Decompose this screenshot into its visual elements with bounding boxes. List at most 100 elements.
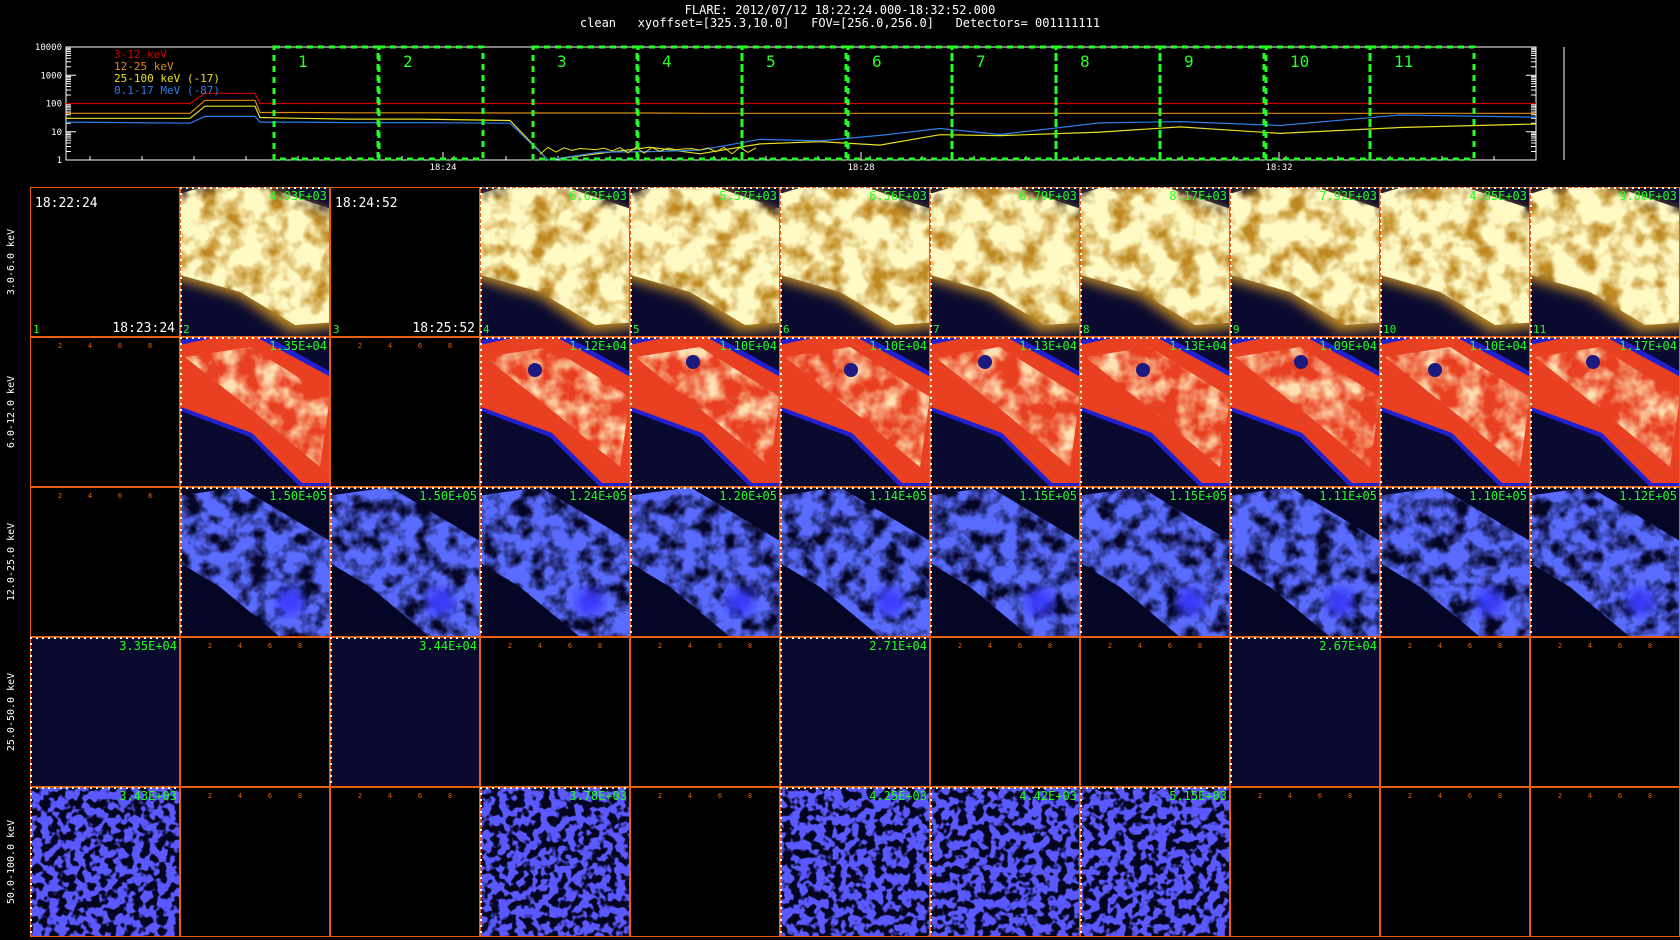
source-hole (528, 363, 542, 377)
cell-frame (780, 787, 930, 937)
source-region (930, 187, 1080, 325)
x-tick-label: 18:24 (429, 163, 456, 173)
cell-frame (630, 487, 780, 637)
peak-value-label: 3.44E+04 (419, 639, 477, 653)
cell-frame (930, 187, 1080, 337)
peak-value-label: 1.09E+04 (1319, 339, 1377, 353)
peak-value-label: 5.57E+03 (719, 189, 777, 203)
source-region (1080, 187, 1230, 325)
source-core (1535, 347, 1680, 467)
source-core (1326, 588, 1354, 616)
time-interval-label: 3 (557, 52, 567, 71)
image-speckle (30, 787, 180, 937)
source-core (876, 588, 904, 616)
time-interval-label: 8 (1080, 52, 1090, 71)
cell-frame (630, 637, 780, 787)
cell-image (780, 187, 930, 337)
cell-image (1230, 187, 1380, 337)
peak-value-label: 1.17E+04 (1619, 339, 1677, 353)
image-cell: 4.25E+03 (780, 787, 930, 937)
axis-tick-label: 6 (1468, 792, 1472, 800)
axis-tick-label: 2 (1408, 792, 1412, 800)
image-cell: 2 4 6 8 (1080, 637, 1230, 787)
peak-value-label: 1.15E+05 (1019, 489, 1077, 503)
peak-value-label: 4.42E+03 (1019, 789, 1077, 803)
cell-image (1080, 487, 1230, 637)
cell-background (930, 637, 1080, 787)
axis-tick-label: 8 (1348, 792, 1352, 800)
legend-entry: 25-100 keV (-17) (114, 72, 220, 85)
cell-background (1380, 637, 1530, 787)
cell-image (180, 487, 330, 637)
cell-frame (1080, 337, 1230, 487)
interval-start-time: 18:22:24 (35, 196, 98, 211)
axis-tick-label: 8 (148, 492, 152, 500)
axis-tick-label: 4 (238, 642, 242, 650)
axis-tick-label: 6 (268, 792, 272, 800)
cell-background (1530, 637, 1680, 787)
image-cell: 3.78E+03 (480, 787, 630, 937)
cell-image (630, 337, 780, 487)
cell-image (30, 787, 180, 937)
source-core (1026, 588, 1054, 616)
cell-frame (180, 637, 330, 787)
image-cell: 2 4 6 8 (330, 337, 480, 487)
interval-number: 4 (483, 323, 490, 336)
image-cell: 6.62E+03 4 (480, 187, 630, 337)
axis-tick-label: 2 (1558, 792, 1562, 800)
y-tick-label: 10 (51, 128, 62, 138)
axis-tick-label: 6 (1018, 642, 1022, 650)
peak-value-label: 1.12E+05 (1619, 489, 1677, 503)
peak-value-label: 7.92E+03 (1319, 189, 1377, 203)
axis-tick-label: 8 (1648, 792, 1652, 800)
axis-tick-label: 6 (568, 642, 572, 650)
cell-image (480, 487, 630, 637)
cell-frame (30, 637, 180, 787)
peak-value-label: 1.11E+05 (1319, 489, 1377, 503)
cell-image (330, 637, 480, 787)
image-cell: 2 4 6 8 (180, 637, 330, 787)
energy-band-label: 50.0-100.0 keV (6, 820, 17, 904)
peak-value-label: 4.93E+03 (269, 189, 327, 203)
series-line-detail (539, 146, 757, 155)
peak-value-label: 1.24E+05 (569, 489, 627, 503)
image-cell: 4.42E+03 (930, 787, 1080, 937)
time-interval-box (1158, 45, 1266, 161)
image-cell: 1.14E+05 (780, 487, 930, 637)
cell-image (1380, 487, 1530, 637)
cell-image (1380, 187, 1530, 337)
energy-band-label: 25.0-50.0 keV (6, 673, 17, 751)
image-cell: 3 (330, 187, 480, 337)
y-tick-label: 100 (46, 100, 62, 110)
axis-tick-label: 6 (1468, 642, 1472, 650)
cell-frame (930, 337, 1080, 487)
peak-value-label: 1.15E+05 (1169, 489, 1227, 503)
image-speckle (780, 787, 930, 937)
axis-tick-label: 6 (418, 792, 422, 800)
axis-tick-label: 2 (958, 642, 962, 650)
axis-tick-label: 4 (1588, 792, 1592, 800)
source-region (480, 187, 630, 325)
cell-image (930, 487, 1080, 637)
source-region (630, 187, 780, 325)
image-speckle (1080, 787, 1230, 937)
image-cell: 7.92E+03 9 (1230, 187, 1380, 337)
source-core (1235, 347, 1380, 467)
source-core (1385, 347, 1530, 467)
cell-image (480, 337, 630, 487)
image-cell: 1.24E+05 (480, 487, 630, 637)
cell-frame (330, 487, 480, 637)
page-title: FLARE: 2012/07/12 18:22:24.000-18:32:52.… (0, 4, 1680, 30)
cell-frame (480, 337, 630, 487)
cell-frame (1380, 637, 1530, 787)
cell-image (1230, 637, 1380, 787)
peak-value-label: 1.13E+04 (1169, 339, 1227, 353)
source-region (1380, 187, 1530, 325)
axis-tick-label: 8 (298, 642, 302, 650)
legend-entry: 0.1-17 MeV (-87) (114, 84, 220, 97)
cell-frame (1080, 187, 1230, 337)
image-cell: 1.20E+05 (630, 487, 780, 637)
cell-frame (780, 337, 930, 487)
image-cell: 2 4 6 8 (630, 787, 780, 937)
cell-image (630, 187, 780, 337)
